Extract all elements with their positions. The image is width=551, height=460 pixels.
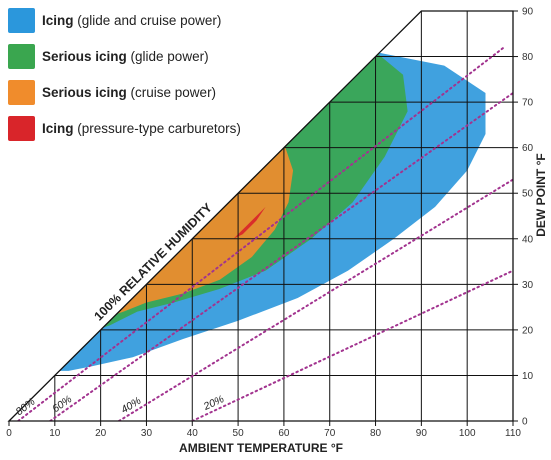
x-tick-label: 110 bbox=[505, 428, 521, 439]
legend-swatch bbox=[8, 8, 35, 33]
x-tick-label: 10 bbox=[49, 428, 61, 439]
y-axis-title: DEW POINT °F bbox=[534, 153, 548, 236]
axis-ticks: 0 10 20 30 40 50 60 70 80 90 100 110010203040506070… bbox=[6, 7, 533, 440]
legend-entry: Serious icing (glide power) bbox=[42, 49, 209, 64]
y-tick-label: 80 bbox=[522, 52, 534, 63]
x-tick-label: 100 bbox=[459, 428, 476, 439]
y-tick-label: 60 bbox=[522, 143, 534, 154]
x-tick-label: 0 bbox=[6, 428, 12, 439]
x-tick-label: 70 bbox=[324, 428, 336, 439]
x-tick-label: 30 bbox=[141, 428, 153, 439]
humidity-labels: 80% 60% 40% 20% bbox=[14, 393, 226, 418]
y-tick-label: 20 bbox=[522, 325, 534, 336]
x-tick-label: 50 bbox=[233, 428, 245, 439]
chart-grid bbox=[54, 11, 513, 421]
rh-line-20% bbox=[191, 269, 513, 421]
region-3 bbox=[233, 206, 266, 239]
legend-entry: Icing (glide and cruise power) bbox=[42, 13, 221, 28]
x-tick-label: 60 bbox=[278, 428, 290, 439]
x-tick-label: 40 bbox=[187, 428, 199, 439]
rh-label-20%: 20% bbox=[201, 393, 226, 413]
rh-line-60% bbox=[49, 92, 513, 421]
x-tick-label: 20 bbox=[95, 428, 107, 439]
legend-swatch bbox=[8, 116, 35, 141]
legend: Icing (glide and cruise power) Serious ic… bbox=[8, 8, 241, 141]
legend-entry: Icing (pressure-type carburetors) bbox=[42, 121, 241, 136]
x-axis-title: AMBIENT TEMPERATURE °F bbox=[179, 441, 343, 455]
y-tick-label: 50 bbox=[522, 189, 534, 200]
legend-swatch bbox=[8, 44, 35, 69]
rh-line-40% bbox=[117, 178, 513, 421]
y-tick-label: 90 bbox=[522, 7, 534, 18]
x-tick-label: 80 bbox=[370, 428, 382, 439]
y-tick-label: 40 bbox=[522, 234, 534, 245]
legend-entry: Serious icing (cruise power) bbox=[42, 85, 216, 100]
legend-swatch bbox=[8, 80, 35, 105]
y-tick-label: 30 bbox=[522, 280, 534, 291]
y-tick-label: 10 bbox=[522, 371, 534, 382]
y-tick-label: 0 bbox=[522, 417, 528, 428]
rh-line-80% bbox=[17, 46, 505, 421]
x-tick-label: 90 bbox=[416, 428, 428, 439]
relative-humidity-lines bbox=[17, 46, 513, 421]
y-tick-label: 70 bbox=[522, 98, 534, 109]
